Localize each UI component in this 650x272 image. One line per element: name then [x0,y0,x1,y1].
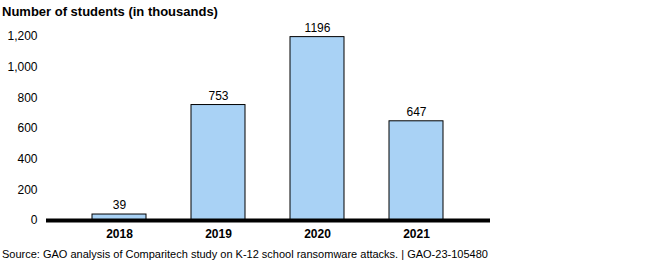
svg-text:2018: 2018 [106,227,133,241]
svg-text:200: 200 [17,183,37,197]
svg-text:600: 600 [17,121,37,135]
svg-text:647: 647 [406,105,426,119]
svg-text:1196: 1196 [305,22,331,35]
svg-text:2019: 2019 [205,227,232,241]
svg-text:2020: 2020 [304,227,331,241]
svg-text:800: 800 [17,91,37,105]
svg-text:1,000: 1,000 [7,60,37,74]
html-text:Source: GAO analysis of Compar: Source: GAO analysis of Comparitech stud… [2,248,488,260]
svg-text:753: 753 [208,89,228,103]
svg-text:1,200: 1,200 [7,29,37,43]
html-text:Number of students (in thousan: Number of students (in thousands) [2,4,218,19]
svg-text:39: 39 [113,198,127,212]
svg-text:0: 0 [31,213,38,227]
svg-text:400: 400 [17,152,37,166]
svg-text:2021: 2021 [403,227,430,241]
